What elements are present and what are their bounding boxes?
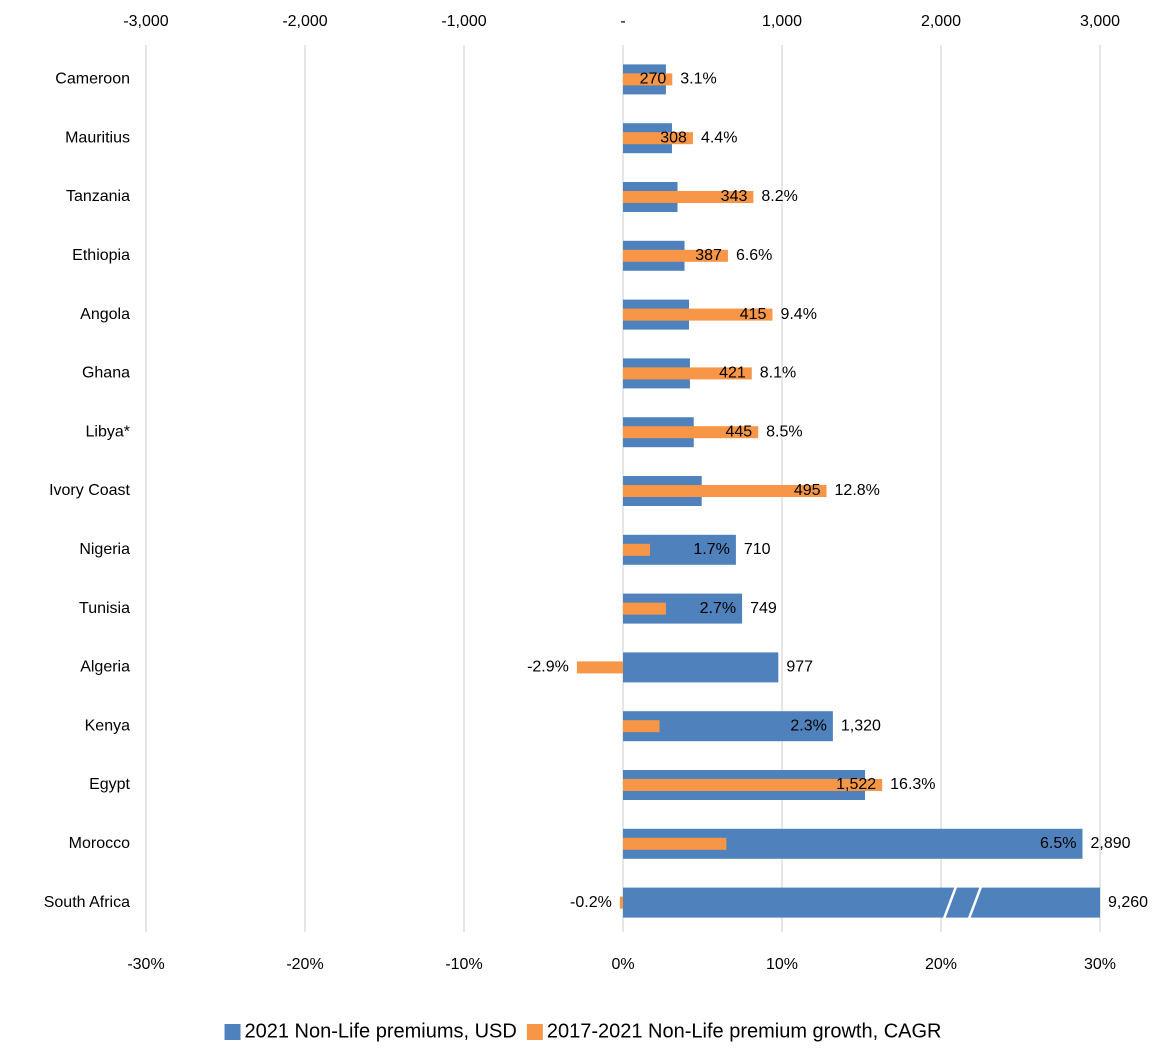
- data-label: 1,320: [841, 717, 881, 734]
- bar: [623, 485, 827, 497]
- x-tick-label: -30%: [127, 956, 164, 973]
- bar: [623, 887, 1100, 918]
- data-label: 2.3%: [790, 717, 826, 734]
- data-label: 2.7%: [700, 600, 736, 617]
- category-label: Tunisia: [79, 600, 130, 617]
- data-label: 6.5%: [1040, 835, 1076, 852]
- legend-label: 2021 Non-Life premiums, USD: [245, 1020, 517, 1042]
- data-label: 387: [695, 247, 722, 264]
- bars: [576, 64, 1100, 918]
- x2-tick-label: -: [620, 13, 625, 30]
- data-label: 977: [786, 659, 813, 676]
- data-label: 8.2%: [761, 188, 797, 205]
- bar: [623, 720, 660, 733]
- x2-tick-label: 1,000: [762, 13, 802, 30]
- axis-break: [942, 886, 958, 920]
- data-label: 710: [744, 541, 771, 558]
- bar: [623, 543, 651, 556]
- bar: [619, 896, 623, 909]
- data-label: 1.7%: [693, 541, 729, 558]
- bar: [623, 249, 728, 262]
- category-label: Kenya: [85, 717, 130, 734]
- data-label: 16.3%: [890, 776, 935, 793]
- x-tick-label: 30%: [1084, 956, 1116, 973]
- bar: [623, 73, 673, 86]
- category-label: Algeria: [80, 659, 130, 676]
- data-label: 445: [725, 423, 752, 440]
- x-tick-label: -20%: [286, 956, 323, 973]
- data-label: 421: [719, 365, 746, 382]
- data-label: 4.4%: [701, 129, 737, 146]
- decorations: [942, 886, 983, 920]
- category-label: Ghana: [82, 365, 130, 382]
- data-label: 308: [660, 129, 687, 146]
- category-label: Tanzania: [66, 188, 130, 205]
- x2-tick-label: 2,000: [921, 13, 961, 30]
- category-label: Angola: [80, 306, 130, 323]
- x2-tick-label: -3,000: [123, 13, 168, 30]
- category-label: Morocco: [69, 835, 130, 852]
- axis-break: [967, 886, 983, 920]
- data-label: 6.6%: [736, 247, 772, 264]
- x-tick-label: -10%: [445, 956, 482, 973]
- category-label: Egypt: [89, 776, 130, 793]
- x-tick-label: 0%: [611, 956, 634, 973]
- data-label: 2,890: [1091, 835, 1131, 852]
- data-label: 1,522: [836, 776, 876, 793]
- x2-tick-label: -2,000: [282, 13, 327, 30]
- data-label: 9.4%: [780, 306, 816, 323]
- data-label: 749: [750, 600, 777, 617]
- category-label: Nigeria: [79, 541, 130, 558]
- category-label: Cameroon: [55, 71, 130, 88]
- data-label: 270: [640, 71, 667, 88]
- category-label: Ethiopia: [72, 247, 130, 264]
- bar: [576, 661, 623, 674]
- data-label: -0.2%: [570, 894, 612, 911]
- x-tick-label: 20%: [925, 956, 957, 973]
- category-label: South Africa: [44, 894, 130, 911]
- data-label: 12.8%: [835, 482, 880, 499]
- bar: [623, 308, 773, 321]
- bar: [623, 837, 727, 850]
- legend-label: 2017-2021 Non-Life premium growth, CAGR: [547, 1020, 942, 1042]
- data-label: 415: [740, 306, 767, 323]
- data-label: 343: [721, 188, 748, 205]
- bar: [623, 367, 752, 380]
- legend: 2021 Non-Life premiums, USD 2017-2021 Non…: [224, 1020, 942, 1042]
- legend-swatch: [526, 1024, 543, 1040]
- data-label: -2.9%: [527, 659, 569, 676]
- data-label: 8.1%: [760, 365, 796, 382]
- category-label: Mauritius: [65, 129, 130, 146]
- x-tick-label: 10%: [766, 956, 798, 973]
- x2-tick-label: 3,000: [1080, 13, 1120, 30]
- x2-tick-label: -1,000: [441, 13, 486, 30]
- labels: -30% -20% -10% 0% 10% 20% 30%-3,000 -2,000 -1,00…: [44, 13, 1148, 973]
- legend-swatch: [224, 1024, 241, 1040]
- data-label: 3.1%: [680, 71, 716, 88]
- category-label: Ivory Coast: [49, 482, 130, 499]
- category-label: Libya*: [86, 423, 130, 440]
- bar: [623, 652, 779, 683]
- bar: [623, 132, 693, 145]
- data-label: 8.5%: [766, 423, 802, 440]
- data-label: 495: [794, 482, 821, 499]
- bar: [623, 779, 883, 791]
- bar: [623, 602, 666, 615]
- data-label: 9,260: [1108, 894, 1148, 911]
- bar: [623, 191, 754, 203]
- bar: [623, 426, 759, 439]
